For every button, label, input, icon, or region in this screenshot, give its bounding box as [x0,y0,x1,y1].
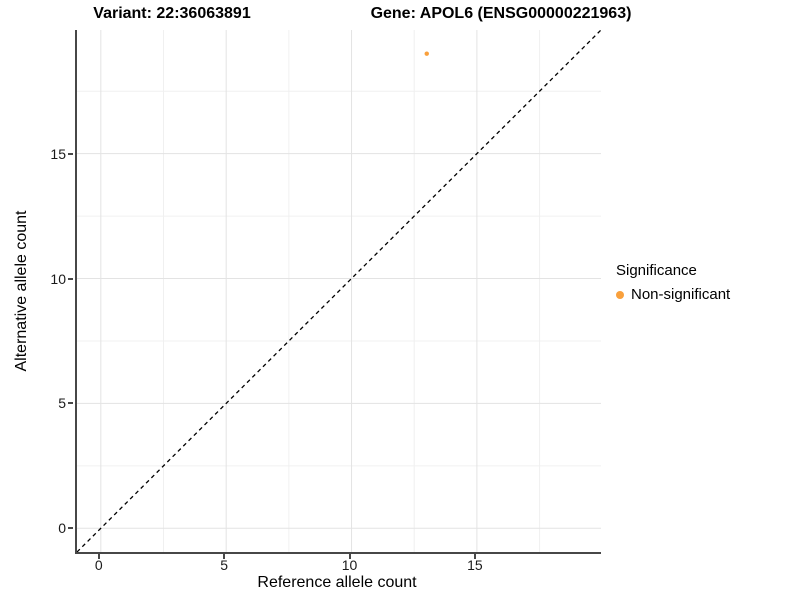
x-tick-mark [473,554,476,559]
plot-panel [75,30,601,554]
y-axis-title: Alternative allele count [13,210,30,372]
legend-entry-non-significant: Non-significant [616,286,730,303]
legend-entry-label: Non-significant [631,286,731,303]
y-tick-mark [68,527,73,530]
legend-point-icon [616,290,624,299]
plot-canvas [77,30,601,552]
y-tick-label: 5 [58,395,66,412]
x-tick-label: 0 [94,557,103,573]
identity-diagonal-line [77,30,601,552]
x-tick-mark [97,554,100,559]
x-tick-mark [348,554,351,559]
variant-title: Variant: 22:36063891 [93,5,251,22]
x-tick-label: 5 [220,557,229,573]
y-tick-mark [68,402,73,405]
x-axis-title: Reference allele count [257,574,417,591]
gene-title: Gene: APOL6 (ENSG00000221963) [370,5,632,22]
y-tick-label: 0 [58,520,66,537]
y-tick-label: 15 [50,145,66,162]
data-point [424,51,429,56]
x-tick-mark [223,554,226,559]
y-tick-label: 10 [50,270,66,287]
x-tick-label: 15 [467,557,483,573]
legend-title: Significance [616,262,697,279]
y-tick-mark [68,152,73,155]
y-tick-mark [68,277,73,280]
x-tick-label: 10 [341,557,358,573]
legend: Significance Non-significant [616,262,730,303]
